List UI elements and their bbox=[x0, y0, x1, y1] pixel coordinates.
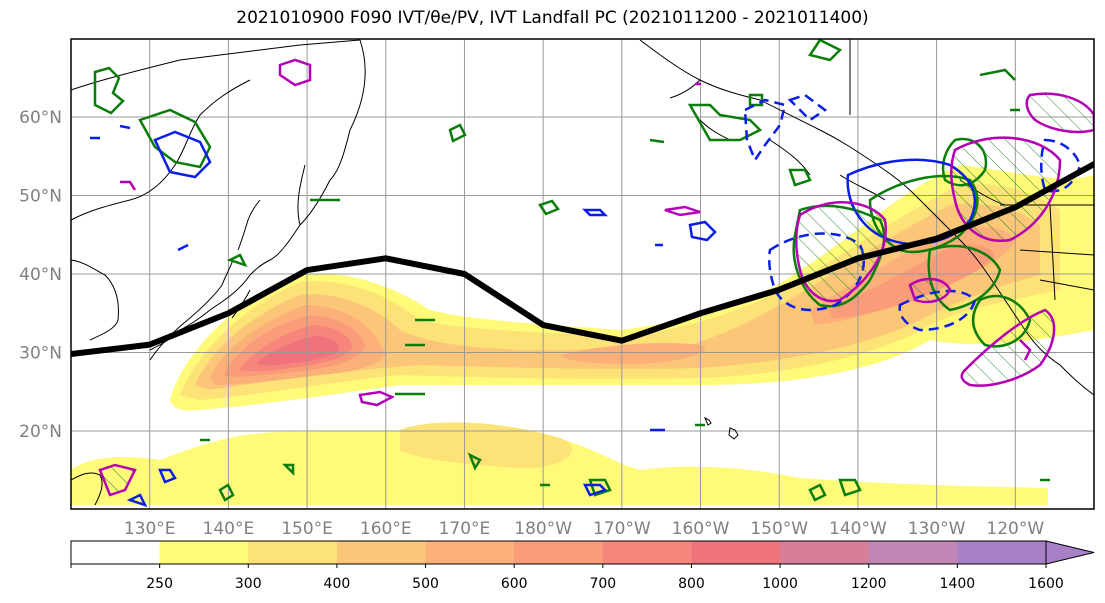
lon-tick-label: 150°E bbox=[281, 519, 333, 539]
lat-tick-label: 40°N bbox=[19, 265, 62, 285]
lon-tick-label: 160°W bbox=[672, 519, 730, 539]
lon-tick-label: 140°E bbox=[203, 519, 255, 539]
graticule bbox=[71, 39, 1094, 509]
colorbar-tick-label: 800 bbox=[678, 576, 705, 592]
lon-tick-label: 150°W bbox=[750, 519, 808, 539]
lon-tick-label: 130°W bbox=[908, 519, 966, 539]
colorbar-segment bbox=[691, 541, 781, 564]
lon-tick-label: 160°E bbox=[360, 519, 412, 539]
ivt-shading bbox=[71, 165, 1094, 505]
colorbar-outline bbox=[70, 540, 1046, 565]
lon-tick-label: 120°W bbox=[986, 519, 1044, 539]
colorbar-tick-label: 600 bbox=[501, 576, 528, 592]
latitude-labels: 60°N 50°N 40°N 30°N 20°N bbox=[19, 108, 62, 442]
jet-axis-line bbox=[71, 161, 1094, 358]
colorbar-segment bbox=[780, 541, 870, 564]
coastlines bbox=[71, 39, 1094, 506]
colorbar-segment bbox=[425, 541, 515, 564]
colorbar-tick-label: 1000 bbox=[762, 576, 798, 592]
colorbar-extension bbox=[1045, 540, 1095, 565]
lat-tick-label: 30°N bbox=[19, 344, 62, 364]
lon-tick-label: 180°W bbox=[514, 519, 572, 539]
colorbar-segment bbox=[957, 541, 1047, 564]
colorbar-tick-label: 1400 bbox=[940, 576, 976, 592]
colorbar-tick-label: 250 bbox=[146, 576, 173, 592]
lat-tick-label: 50°N bbox=[19, 187, 62, 207]
colorbar-tick-label: 400 bbox=[324, 576, 351, 592]
colorbar-segment bbox=[248, 541, 338, 564]
colorbar-tick-label: 700 bbox=[589, 576, 616, 592]
colorbar-tick-label: 1200 bbox=[851, 576, 887, 592]
colorbar-tick-label: 300 bbox=[235, 576, 262, 592]
colorbar-segment bbox=[868, 541, 958, 564]
colorbar-segment bbox=[71, 541, 161, 564]
colorbar-segment bbox=[602, 541, 692, 564]
plot-frame bbox=[70, 38, 1095, 510]
map-title: 2021010900 F090 IVT/θe/PV, IVT Landfall … bbox=[236, 8, 869, 28]
lon-tick-label: 140°W bbox=[829, 519, 887, 539]
lon-tick-label: 170°W bbox=[593, 519, 651, 539]
lon-tick-label: 130°E bbox=[124, 519, 176, 539]
lat-tick-label: 20°N bbox=[19, 422, 62, 442]
longitude-labels: 130°E 140°E 150°E 160°E 170°E 180°W 170°W 160°W… bbox=[124, 519, 1045, 539]
colorbar-segment bbox=[159, 541, 249, 564]
lon-tick-label: 170°E bbox=[439, 519, 491, 539]
colorbar-segment bbox=[336, 541, 427, 564]
lat-tick-label: 60°N bbox=[19, 108, 62, 128]
colorbar-segment bbox=[514, 541, 604, 564]
colorbar-tick-label: 1600 bbox=[1028, 576, 1064, 592]
colorbar-tick-label: 500 bbox=[412, 576, 439, 592]
colorbar: 250 300 400 500 600 700 800 1000 1200 1400 1600 bbox=[70, 540, 1095, 592]
